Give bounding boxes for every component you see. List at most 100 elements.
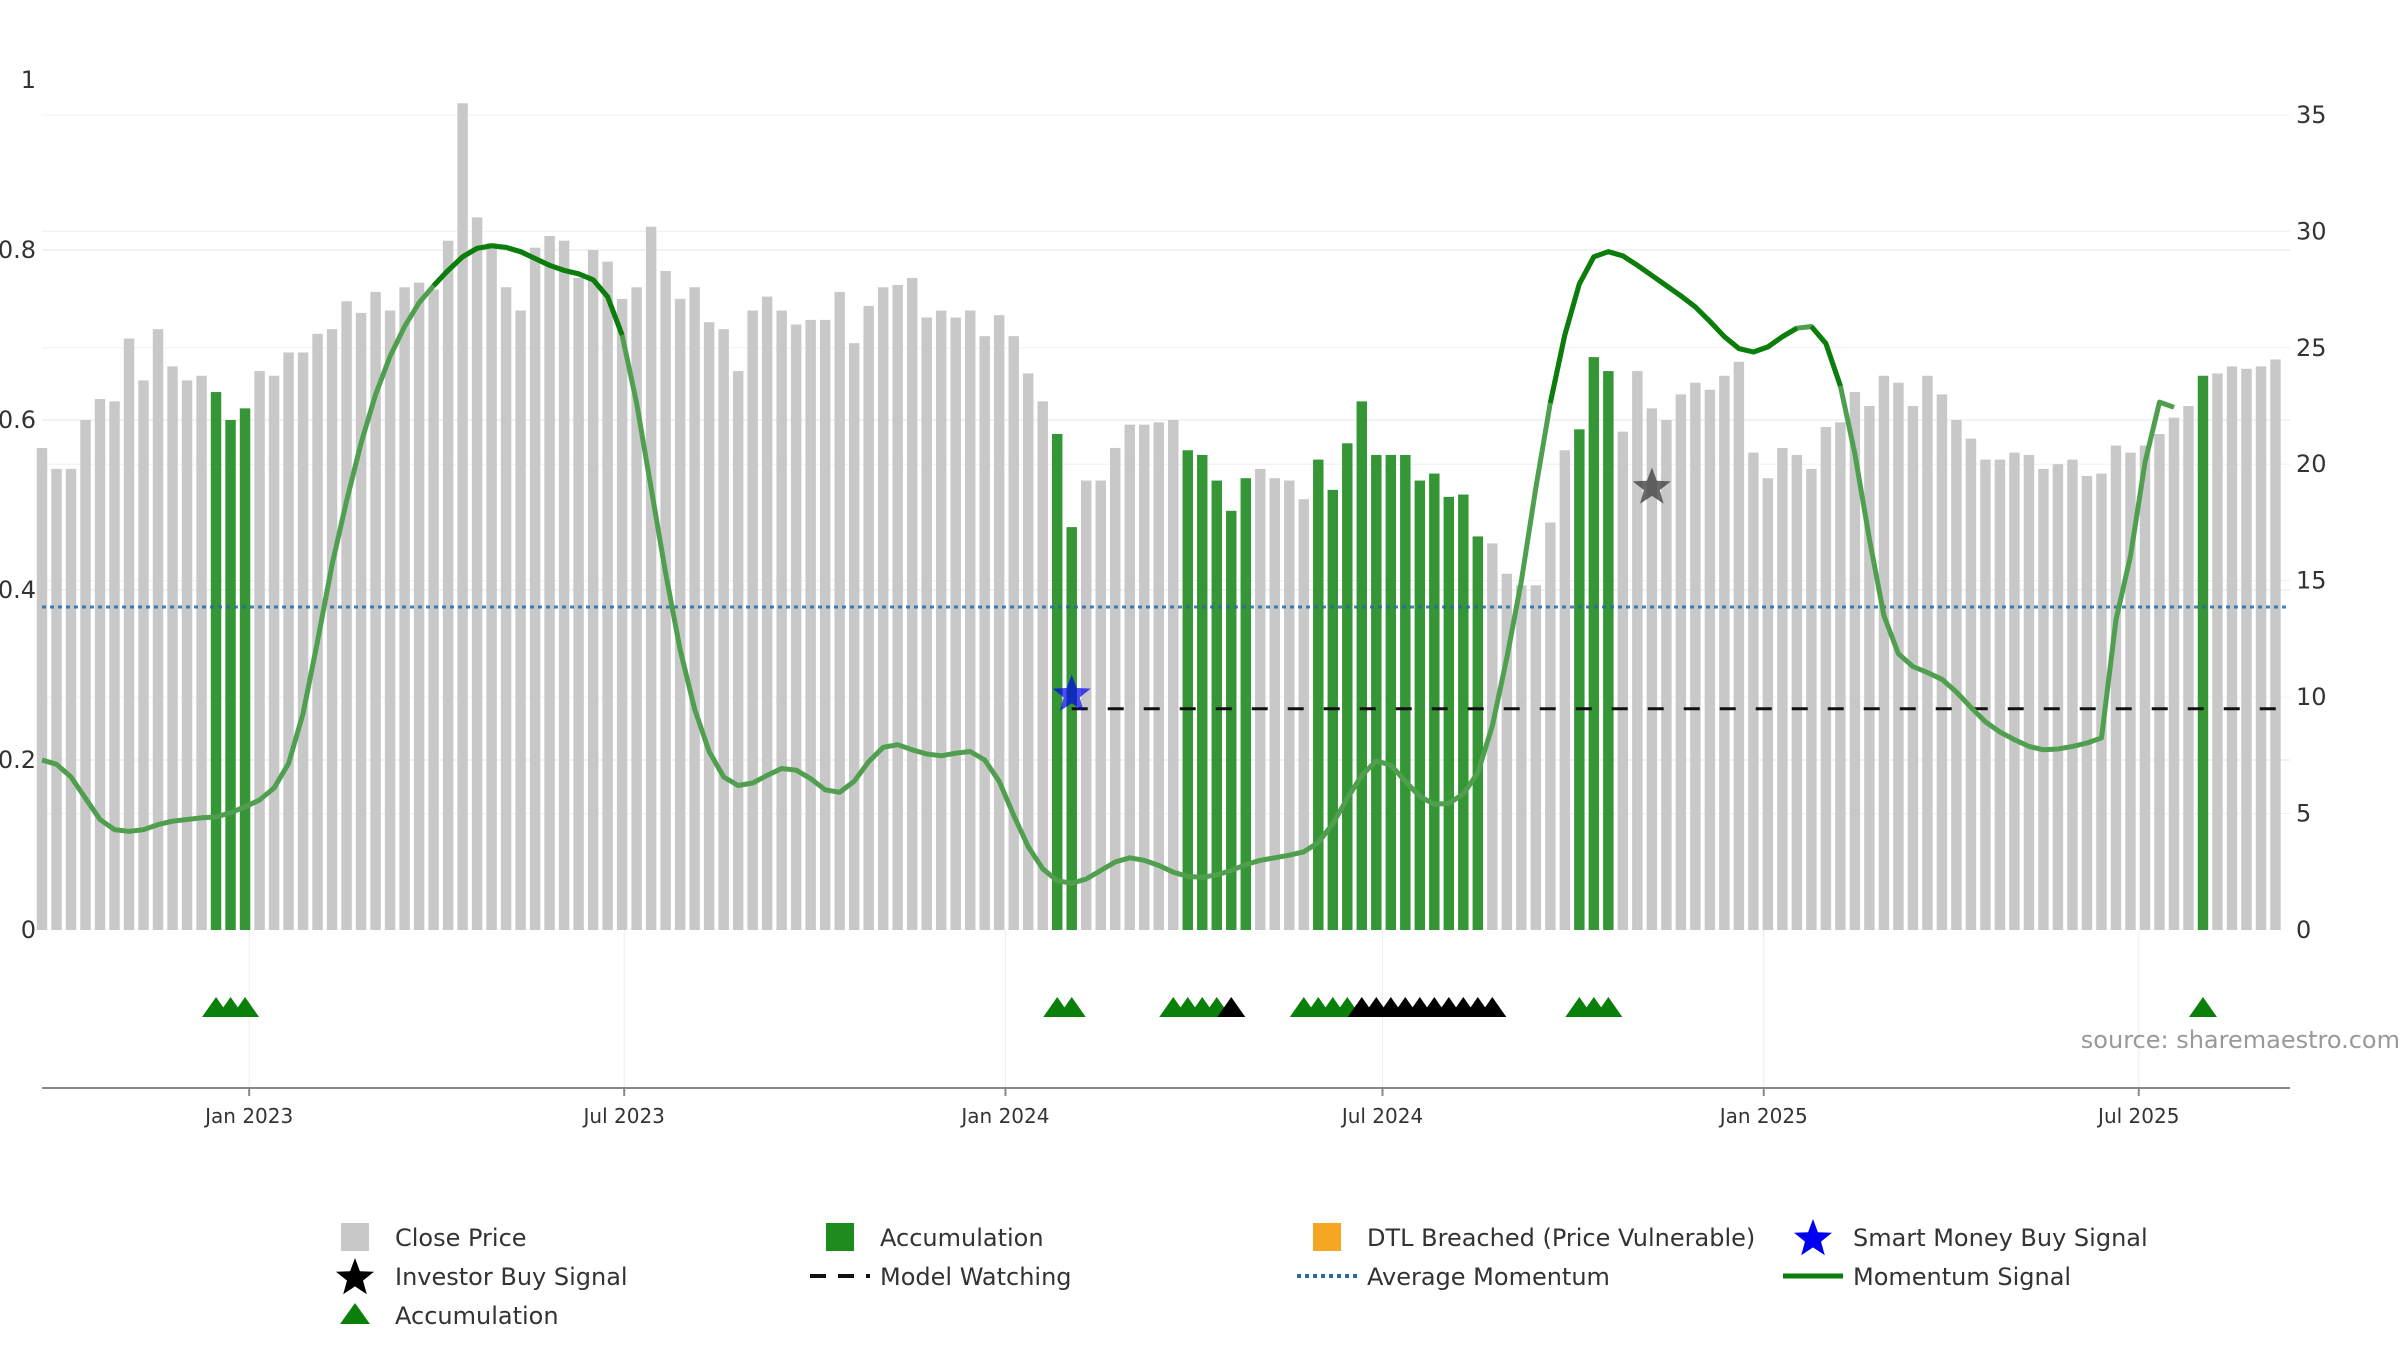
close-price-bar <box>51 468 62 930</box>
close-price-bar <box>428 289 439 930</box>
close-price-bar <box>921 317 932 930</box>
close-price-bar <box>1994 459 2006 930</box>
close-price-bar <box>370 291 381 930</box>
close-price-bar <box>1516 585 1527 930</box>
legend-label: Average Momentum <box>1367 1263 1610 1291</box>
close-price-bar <box>384 310 396 930</box>
close-price-bar <box>138 380 149 930</box>
close-price-bar <box>2139 445 2151 930</box>
close-price-bar <box>1022 373 1034 930</box>
close-price-bar <box>196 375 207 930</box>
close-price-bar <box>486 243 497 931</box>
close-price-bar <box>326 329 338 930</box>
close-price-bar <box>631 287 642 931</box>
close-price-bar <box>109 401 120 930</box>
accumulation-triangle <box>1057 997 1086 1017</box>
close-price-bar <box>457 103 468 931</box>
close-price-bar <box>1762 478 1774 930</box>
close-price-bar <box>660 270 671 931</box>
accumulation-bar <box>1458 494 1469 930</box>
close-price-bar <box>1733 361 1745 930</box>
close-price-bar <box>790 324 802 931</box>
close-price-bar <box>2110 445 2122 930</box>
close-price-bar <box>1675 394 1687 931</box>
close-price-bar <box>167 366 178 930</box>
close-price-bar <box>935 310 947 930</box>
right-tick-label: 25 <box>2296 334 2327 362</box>
right-tick-label: 20 <box>2296 450 2327 478</box>
close-price-bar <box>1835 422 1846 930</box>
close-price-bar <box>819 319 831 930</box>
left-tick-label: 0.2 <box>0 746 36 774</box>
accumulation-bar <box>1371 454 1382 930</box>
left-tick-label: 0.6 <box>0 406 36 434</box>
close-price-bar <box>2226 366 2238 930</box>
close-price-bar <box>964 310 976 930</box>
close-price-bar <box>1559 450 1571 930</box>
legend-swatch <box>826 1223 854 1251</box>
legend-label: Smart Money Buy Signal <box>1853 1224 2148 1252</box>
close-price-bar <box>689 287 700 931</box>
momentum-signal-strong <box>1809 324 1843 387</box>
legend-star <box>336 1258 374 1295</box>
close-price-bar <box>2023 454 2035 930</box>
x-tick-label: Jul 2023 <box>582 1104 665 1128</box>
close-price-bar <box>1617 431 1629 930</box>
close-price-bar <box>2125 452 2136 930</box>
close-price-bar <box>718 329 729 930</box>
close-price-bar <box>94 399 106 930</box>
legend-label: DTL Breached (Price Vulnerable) <box>1367 1224 1755 1252</box>
left-tick-label: 0.8 <box>0 236 36 264</box>
left-tick-label: 0.4 <box>0 576 36 604</box>
right-tick-label: 0 <box>2296 916 2311 944</box>
close-price-bar <box>1719 375 1730 930</box>
close-price-bar <box>703 322 715 930</box>
legend-item: Smart Money Buy Signal <box>1794 1219 2148 1256</box>
accumulation-bar <box>1211 480 1222 930</box>
close-price-bar <box>616 298 628 930</box>
close-price-bar <box>1864 406 1875 930</box>
x-tick-label: Jul 2024 <box>1340 1104 1423 1128</box>
close-price-bar <box>2052 464 2064 930</box>
close-price-bar <box>152 329 164 930</box>
close-price-bar <box>2183 406 2194 930</box>
accumulation-bar <box>1313 459 1324 930</box>
legend-label: Accumulation <box>880 1224 1044 1252</box>
close-price-bar <box>1661 420 1672 930</box>
accumulation-bar <box>1385 454 1397 930</box>
close-price-bar <box>471 217 483 930</box>
close-price-bar <box>1980 459 1991 930</box>
close-price-bar <box>573 277 584 930</box>
legend-label: Accumulation <box>395 1302 559 1330</box>
close-price-bar <box>2255 366 2267 930</box>
momentum-signal-strong <box>1547 249 1799 404</box>
close-price-bar <box>747 310 758 930</box>
close-price-bar <box>1124 424 1135 930</box>
x-tick-label: Jul 2025 <box>2096 1104 2179 1128</box>
accumulation-bar <box>1356 401 1368 930</box>
close-price-bar <box>1748 452 1759 930</box>
accumulation-bar <box>1066 527 1077 930</box>
accumulation-bar <box>1472 536 1484 930</box>
accumulation-bar <box>2197 375 2209 930</box>
close-price-bar <box>283 352 294 930</box>
signal-markers <box>1052 467 1671 711</box>
legend-label: Close Price <box>395 1224 527 1252</box>
close-price-bar <box>2168 417 2180 930</box>
accumulation-triangle <box>1594 997 1623 1017</box>
close-price-bar <box>863 305 874 931</box>
close-price-bar <box>1530 585 1542 930</box>
close-price-bar <box>529 247 541 930</box>
right-tick-label: 15 <box>2296 567 2327 595</box>
close-price-bar <box>1298 499 1310 930</box>
close-price-bar <box>1690 382 1701 930</box>
close-price-bar <box>645 226 657 930</box>
legend-item: Momentum Signal <box>1783 1263 2071 1291</box>
legend-swatch <box>341 1223 369 1251</box>
close-price-bar <box>732 371 744 930</box>
close-price-bar <box>254 371 265 930</box>
accumulation-bar <box>1182 450 1193 930</box>
close-price-bar <box>1791 454 1803 930</box>
accumulation-bar <box>225 420 236 930</box>
close-price-bar <box>1922 375 1933 930</box>
